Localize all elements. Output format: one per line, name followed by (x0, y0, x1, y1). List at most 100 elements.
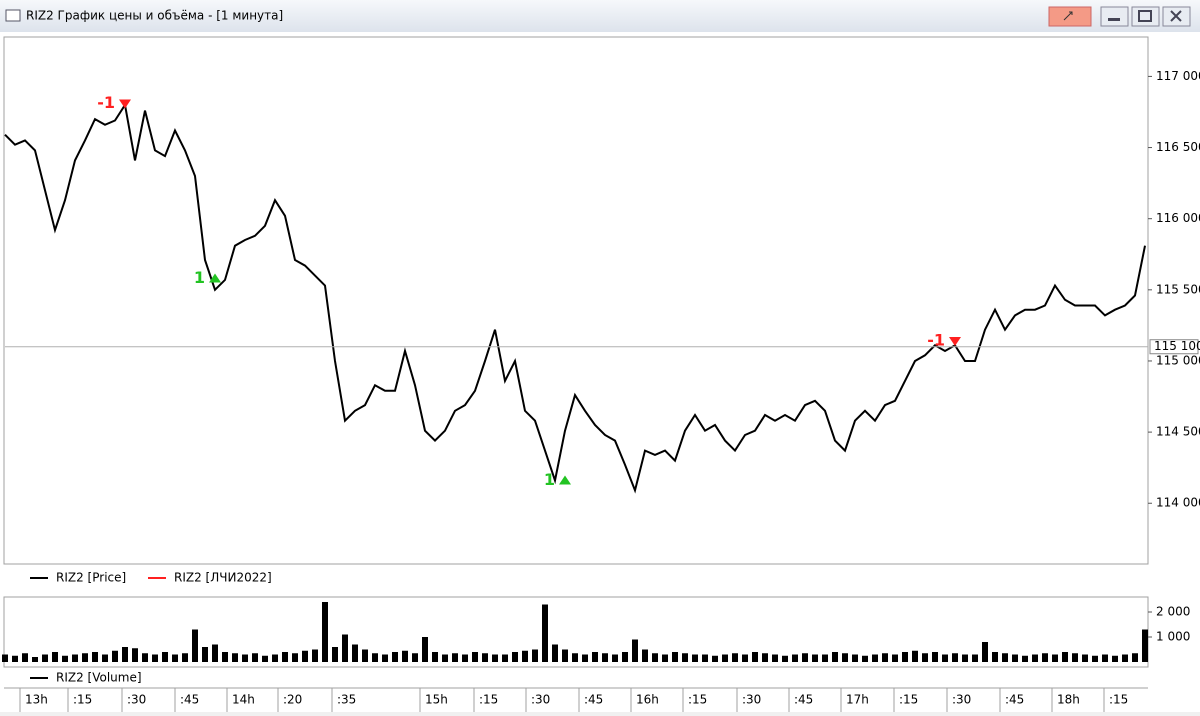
volume-bar (852, 654, 858, 662)
volume-bar (812, 654, 818, 662)
volume-bar (572, 653, 578, 662)
volume-bar (752, 652, 758, 662)
volume-bar (432, 652, 438, 662)
volume-bar (142, 653, 148, 662)
last-price-box (1149, 339, 1199, 355)
volume-bar (292, 653, 298, 662)
volume-bar (772, 654, 778, 662)
x-tick-label: :45 (180, 693, 199, 707)
signal-label: 1 (194, 268, 205, 287)
volume-bar (42, 654, 48, 662)
legend-label: RIZ2 [Volume] (56, 671, 142, 685)
volume-bar (252, 653, 258, 662)
volume-bar (182, 653, 188, 662)
volume-bar (442, 654, 448, 662)
x-tick-label: 17h (846, 693, 869, 707)
x-tick-label: :15 (688, 693, 707, 707)
volume-bar (402, 650, 408, 662)
title-bar (0, 0, 1200, 32)
volume-bar (462, 654, 468, 662)
x-tick-label: :30 (531, 693, 550, 707)
volume-bar (372, 653, 378, 662)
close-icon (1170, 10, 1182, 22)
volume-bar (12, 655, 18, 662)
y-tick-label: 2 000 (1156, 605, 1190, 619)
x-tick-label: :30 (952, 693, 971, 707)
x-tick-label: 14h (232, 693, 255, 707)
volume-bar (1072, 653, 1078, 662)
legend-label: RIZ2 [Price] (56, 571, 126, 585)
y-tick-label: 117 000 (1156, 69, 1200, 83)
volume-bar (192, 629, 198, 662)
signal-label: -1 (927, 331, 945, 350)
volume-bar (722, 654, 728, 662)
volume-bar (1082, 654, 1088, 662)
volume-bar (1132, 653, 1138, 662)
volume-bar (312, 649, 318, 662)
volume-bar (522, 650, 528, 662)
y-tick-label: 115 000 (1156, 353, 1200, 367)
volume-bar (392, 652, 398, 662)
signal-marker (209, 273, 221, 283)
x-tick-label: :15 (899, 693, 918, 707)
volume-bar (32, 657, 38, 662)
volume-bar (892, 654, 898, 662)
volume-bar (92, 652, 98, 662)
x-tick-label: 15h (425, 693, 448, 707)
signal-marker (559, 475, 571, 485)
x-tick-label: 13h (25, 693, 48, 707)
volume-bar (912, 650, 918, 662)
volume-bar (2, 654, 8, 662)
volume-bar (552, 644, 558, 662)
volume-bar (262, 655, 268, 662)
volume-bar (1112, 655, 1118, 662)
x-tick-label: :45 (1005, 693, 1024, 707)
volume-bar (472, 652, 478, 662)
window-icon (5, 9, 21, 22)
volume-bar (762, 653, 768, 662)
volume-bar (542, 604, 548, 662)
volume-bar (112, 650, 118, 662)
y-tick-label: 1 000 (1156, 630, 1190, 644)
link-button[interactable] (1048, 6, 1092, 27)
volume-bar (742, 654, 748, 662)
last-price-label: 115 100 (1154, 339, 1200, 353)
volume-bar (272, 654, 278, 662)
volume-bar (52, 652, 58, 662)
volume-bar (222, 652, 228, 662)
volume-bar (832, 652, 838, 662)
volume-bar (922, 653, 928, 662)
volume-bar (82, 653, 88, 662)
volume-bar (1142, 629, 1148, 662)
volume-bar (582, 654, 588, 662)
x-tick-label: :20 (283, 693, 302, 707)
volume-bar (782, 655, 788, 662)
x-tick-label: :15 (479, 693, 498, 707)
volume-bar (532, 649, 538, 662)
minimize-icon (1108, 18, 1120, 21)
volume-bar (72, 654, 78, 662)
price-panel (3, 36, 1149, 565)
y-tick-label: 116 500 (1156, 140, 1200, 154)
volume-bar (612, 654, 618, 662)
link-icon (1063, 11, 1073, 21)
window-title: RIZ2 График цены и объёма - [1 минута] (26, 9, 283, 23)
volume-bar (902, 652, 908, 662)
volume-bar (692, 654, 698, 662)
volume-bar (1032, 654, 1038, 662)
volume-bar (102, 654, 108, 662)
volume-bar (212, 644, 218, 662)
minimize-button[interactable] (1100, 6, 1129, 27)
volume-bar (882, 653, 888, 662)
volume-bar (992, 652, 998, 662)
volume-bar (792, 654, 798, 662)
legend-label: RIZ2 [ЛЧИ2022] (174, 571, 272, 585)
x-tick-label: :30 (742, 693, 761, 707)
volume-bar (202, 647, 208, 662)
volume-bar (632, 639, 638, 662)
maximize-button[interactable] (1131, 6, 1160, 27)
volume-bar (172, 654, 178, 662)
y-tick-label: 116 000 (1156, 211, 1200, 225)
volume-bar (342, 634, 348, 662)
